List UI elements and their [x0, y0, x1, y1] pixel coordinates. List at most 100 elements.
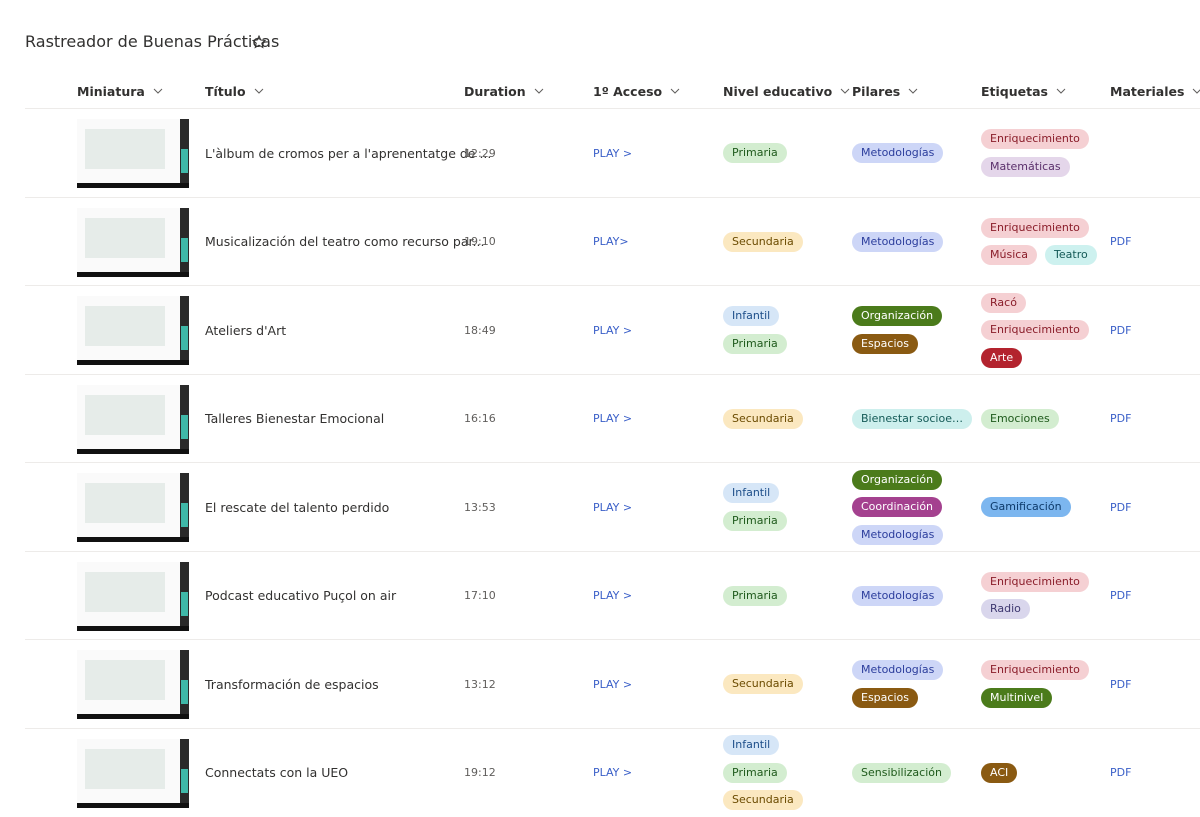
play-link[interactable]: PLAY > [593, 589, 633, 602]
title-text[interactable]: Connectats con la UEO [205, 765, 349, 780]
sort-chevron [254, 88, 263, 94]
duration-cell: 18:49 [464, 286, 496, 374]
list-row[interactable]: El rescate del talento perdido 13:53 PLAY … [25, 462, 1200, 551]
tag-pill: Secundaria [723, 408, 803, 429]
column-header[interactable]: Nivel educativo [723, 81, 850, 101]
sort-chevron [534, 88, 543, 94]
tag-pill: Espacios [852, 687, 918, 708]
pillar-cell: Metodologías [852, 198, 944, 286]
list-row[interactable]: Talleres Bienestar Emocional 16:16 PLAY > S… [25, 373, 1200, 463]
play-link[interactable]: PLAY > [593, 677, 633, 691]
sort-chevron [908, 88, 918, 94]
tag-cell: Enriquecimiento Radio [981, 552, 1106, 640]
access-cell: PLAY > [593, 729, 632, 817]
list-row[interactable]: Connectats con la UEO 19:12 PLAY > Infantil… [25, 727, 1200, 817]
title-cell: Podcast educativo Puçol on air [205, 552, 396, 640]
title-text[interactable]: Musicalización del teatro como recurso p… [205, 234, 485, 249]
pdf-link[interactable]: PDF [1110, 677, 1132, 691]
level-cell: Infantil Primaria Secundaria [723, 729, 803, 817]
tag-pill: Primaria [723, 762, 787, 783]
title-cell: L'àlbum de cromos per a l'aprenentatge d… [205, 109, 491, 197]
tag-pill: Metodologías [852, 143, 944, 163]
duration-cell: 19:12 [464, 729, 496, 817]
title-cell: Musicalización del teatro como recurso p… [205, 198, 484, 286]
column-header[interactable]: Etiquetas [981, 81, 1066, 101]
column-header[interactable]: Duration [464, 81, 544, 101]
tag-pill: Sensibilización [852, 762, 951, 783]
duration-text: 19:10 [464, 235, 496, 248]
materials-cell: PDF [1110, 729, 1131, 817]
list-row[interactable]: Podcast educativo Puçol on air 17:10 PLAY … [25, 550, 1200, 640]
level-cell: Primaria [723, 109, 787, 197]
column-header-label: 1º Acceso [593, 83, 663, 99]
pillar-cell: Metodologías Espacios [852, 640, 944, 728]
thumbnail[interactable] [77, 561, 189, 631]
column-header[interactable]: Título [205, 81, 264, 101]
pillar-cell: Metodologías [852, 552, 944, 640]
level-cell: Secundaria [723, 640, 803, 728]
column-header-label: Etiquetas [981, 83, 1048, 99]
title-text[interactable]: Podcast educativo Puçol on air [205, 588, 397, 603]
tag-pill: Enriquecimiento [981, 660, 1089, 681]
title-text[interactable]: Talleres Bienestar Emocional [205, 411, 385, 426]
column-header-label: Nivel educativo [723, 83, 833, 99]
list-title: Rastreador de Buenas Prácticas [25, 32, 280, 51]
list-row[interactable]: Musicalización del teatro como recurso p… [25, 196, 1200, 286]
play-link[interactable]: PLAY > [593, 323, 633, 337]
pdf-link[interactable]: PDF [1110, 412, 1132, 425]
thumbnail[interactable] [77, 296, 189, 365]
pdf-link[interactable]: PDF [1110, 500, 1132, 514]
tag-pill: Espacios [852, 333, 918, 354]
tag-pill: Coordinación [852, 497, 943, 517]
tag-pill: Secundaria [723, 790, 803, 810]
duration-cell: 17:10 [464, 552, 496, 640]
play-link[interactable]: PLAY > [593, 500, 633, 514]
tag-pill: Emociones [981, 408, 1059, 429]
tag-pill: Secundaria [723, 231, 803, 252]
tag-pill: Organización [852, 469, 943, 490]
column-header[interactable]: 1º Acceso [593, 81, 680, 101]
list-row[interactable]: Transformación de espacios 13:12 PLAY > Sec… [25, 639, 1200, 728]
sort-chevron [1193, 88, 1200, 94]
tag-cell: Enriquecimiento Música Teatro [981, 198, 1106, 286]
tag-pill: Primaria [723, 143, 787, 163]
pdf-link[interactable]: PDF [1110, 766, 1132, 779]
title-text[interactable]: Ateliers d'Art [205, 322, 287, 338]
tag-pill: Racó [981, 292, 1026, 313]
thumbnail[interactable] [77, 473, 189, 542]
access-cell: PLAY> [593, 198, 629, 286]
access-cell: PLAY > [593, 109, 632, 197]
title-cell: Transformación de espacios [205, 640, 379, 728]
column-header[interactable]: Pilares [852, 81, 918, 101]
level-cell: Secundaria [723, 198, 803, 286]
play-link[interactable]: PLAY > [593, 766, 633, 779]
thumbnail[interactable] [77, 119, 189, 188]
tag-cell: Emociones [981, 375, 1106, 463]
title-cell: Ateliers d'Art [205, 286, 286, 374]
title-cell: El rescate del talento perdido [205, 463, 389, 551]
pdf-link[interactable]: PDF [1110, 323, 1132, 337]
title-text[interactable]: Transformación de espacios [205, 676, 379, 692]
pdf-link[interactable]: PDF [1110, 589, 1132, 602]
thumbnail[interactable] [77, 738, 189, 808]
thumbnail[interactable] [77, 207, 189, 277]
play-link[interactable]: PLAY > [593, 146, 633, 160]
list-row[interactable]: L'àlbum de cromos per a l'aprenentatge d… [25, 108, 1200, 197]
access-cell: PLAY > [593, 552, 632, 640]
play-link[interactable]: PLAY > [593, 412, 633, 425]
access-cell: PLAY > [593, 375, 632, 463]
favorite-star[interactable] [252, 35, 266, 49]
column-header[interactable]: Miniatura [77, 81, 163, 101]
column-header[interactable]: Materiales [1110, 81, 1200, 101]
thumbnail[interactable] [77, 650, 189, 719]
title-text[interactable]: El rescate del talento perdido [205, 499, 390, 515]
duration-text: 18:49 [464, 323, 496, 337]
play-link[interactable]: PLAY> [593, 235, 629, 248]
pdf-link[interactable]: PDF [1110, 235, 1132, 248]
materials-cell: PDF [1110, 375, 1131, 463]
title-text[interactable]: L'àlbum de cromos per a l'aprenentatge d… [205, 145, 492, 161]
sort-chevron [840, 88, 850, 94]
list-row[interactable]: Ateliers d'Art 18:49 PLAY > Infantil Primari… [25, 285, 1200, 374]
thumbnail[interactable] [77, 384, 189, 454]
